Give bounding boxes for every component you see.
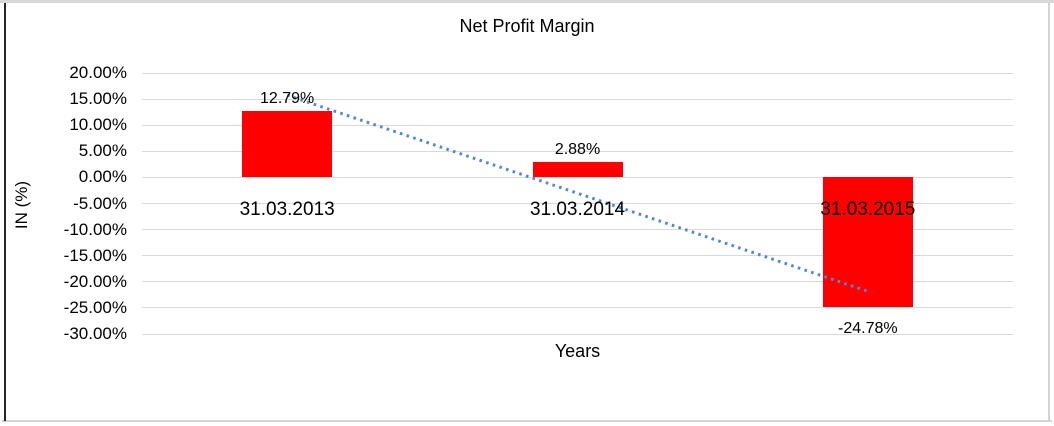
y-axis-tick-label: -5.00% [73,193,127,213]
bar [532,162,623,178]
y-axis-tick-label: 0.00% [78,167,127,187]
bar-value-label: 2.88% [554,141,601,159]
y-axis-tick-label: -10.00% [63,219,127,239]
category-label: 31.03.2015 [820,199,916,221]
y-axis-tick-label: 20.00% [69,63,127,82]
y-axis-tick-label: -25.00% [63,297,127,317]
category-label: 31.03.2013 [239,199,335,221]
y-axis-tick-label: 5.00% [78,141,127,161]
y-axis-tick-label: -15.00% [63,245,127,265]
gridline [142,307,1013,309]
frame-border-right [1048,3,1050,422]
gridline [142,72,1013,74]
chart-title: Net Profit Margin [459,16,595,36]
category-label: 31.03.2014 [529,199,626,221]
bar-value-label: 12.79% [260,89,315,107]
x-axis-title: Years [554,341,601,361]
frame-border-left [4,3,6,421]
bar [822,177,913,307]
frame-border-top [0,0,1054,3]
y-axis-tick-label: 10.00% [69,115,127,135]
y-axis-tick-label: -20.00% [63,271,127,291]
y-axis-tick-label: -30.00% [63,324,127,343]
gridline [142,333,1013,335]
y-axis-tick-label: 15.00% [69,89,127,109]
frame-border-bottom [2,420,1052,422]
bar [242,110,333,178]
bar-value-label: -24.78% [838,319,898,337]
